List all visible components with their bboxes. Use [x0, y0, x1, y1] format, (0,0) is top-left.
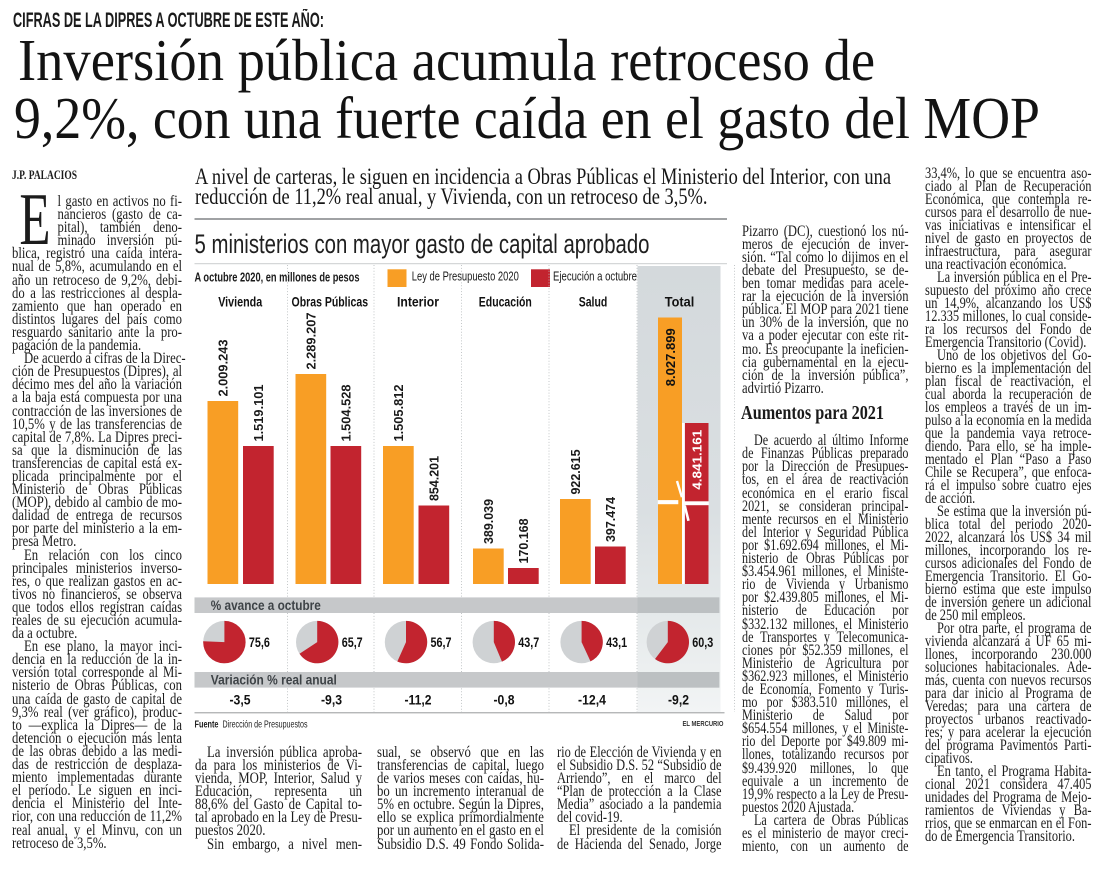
svg-text:-0,8: -0,8 [494, 692, 515, 707]
svg-text:Obras Públicas: Obras Públicas [292, 294, 369, 309]
svg-text:397.474: 397.474 [604, 497, 618, 542]
svg-text:-12,4: -12,4 [578, 692, 606, 707]
svg-text:1.504.528: 1.504.528 [339, 384, 353, 441]
svg-text:2.289.207: 2.289.207 [304, 312, 318, 369]
svg-text:1.505.812: 1.505.812 [392, 384, 406, 441]
svg-text:-11,2: -11,2 [405, 692, 432, 707]
svg-text:43,1: 43,1 [606, 635, 627, 650]
svg-text:Salud: Salud [579, 294, 608, 309]
svg-text:Total: Total [665, 294, 695, 309]
svg-text:56,7: 56,7 [431, 635, 452, 650]
svg-text:43,7: 43,7 [518, 635, 539, 650]
svg-text:1.519.101: 1.519.101 [252, 384, 266, 441]
svg-text:854.201: 854.201 [427, 456, 441, 501]
svg-text:A octubre 2020, en millones de: A octubre 2020, en millones de pesos [195, 270, 360, 284]
svg-text:75,6: 75,6 [249, 635, 270, 650]
svg-text:Variación % real anual: Variación % real anual [211, 672, 337, 688]
svg-text:Ley de Presupuesto 2020: Ley de Presupuesto 2020 [412, 269, 519, 284]
svg-text:Vivienda: Vivienda [218, 294, 262, 309]
svg-text:389.039: 389.039 [482, 499, 496, 544]
svg-text:EL MERCURIO: EL MERCURIO [683, 721, 724, 728]
svg-text:-3,5: -3,5 [230, 692, 251, 707]
svg-text:Ejecución a octubre: Ejecución a octubre [553, 269, 637, 284]
svg-text:922.615: 922.615 [569, 449, 583, 494]
svg-text:% avance a octubre: % avance a octubre [211, 597, 321, 613]
svg-text:Interior: Interior [397, 294, 440, 309]
svg-text:2.009.243: 2.009.243 [216, 339, 230, 396]
svg-text:-9,3: -9,3 [321, 692, 342, 707]
svg-text:4.841.161: 4.841.161 [691, 430, 705, 490]
svg-text:65,7: 65,7 [342, 635, 363, 650]
svg-text:60,3: 60,3 [692, 635, 713, 650]
svg-text:Fuente: Fuente [195, 718, 219, 730]
svg-text:Dirección de Presupuestos: Dirección de Presupuestos [223, 718, 308, 730]
svg-text:8.027.899: 8.027.899 [664, 328, 678, 386]
svg-text:5 ministerios con mayor gasto: 5 ministerios con mayor gasto de capital… [195, 229, 650, 259]
svg-text:-9,2: -9,2 [668, 692, 689, 707]
svg-text:170.168: 170.168 [517, 518, 531, 563]
svg-text:Educación: Educación [479, 294, 532, 309]
